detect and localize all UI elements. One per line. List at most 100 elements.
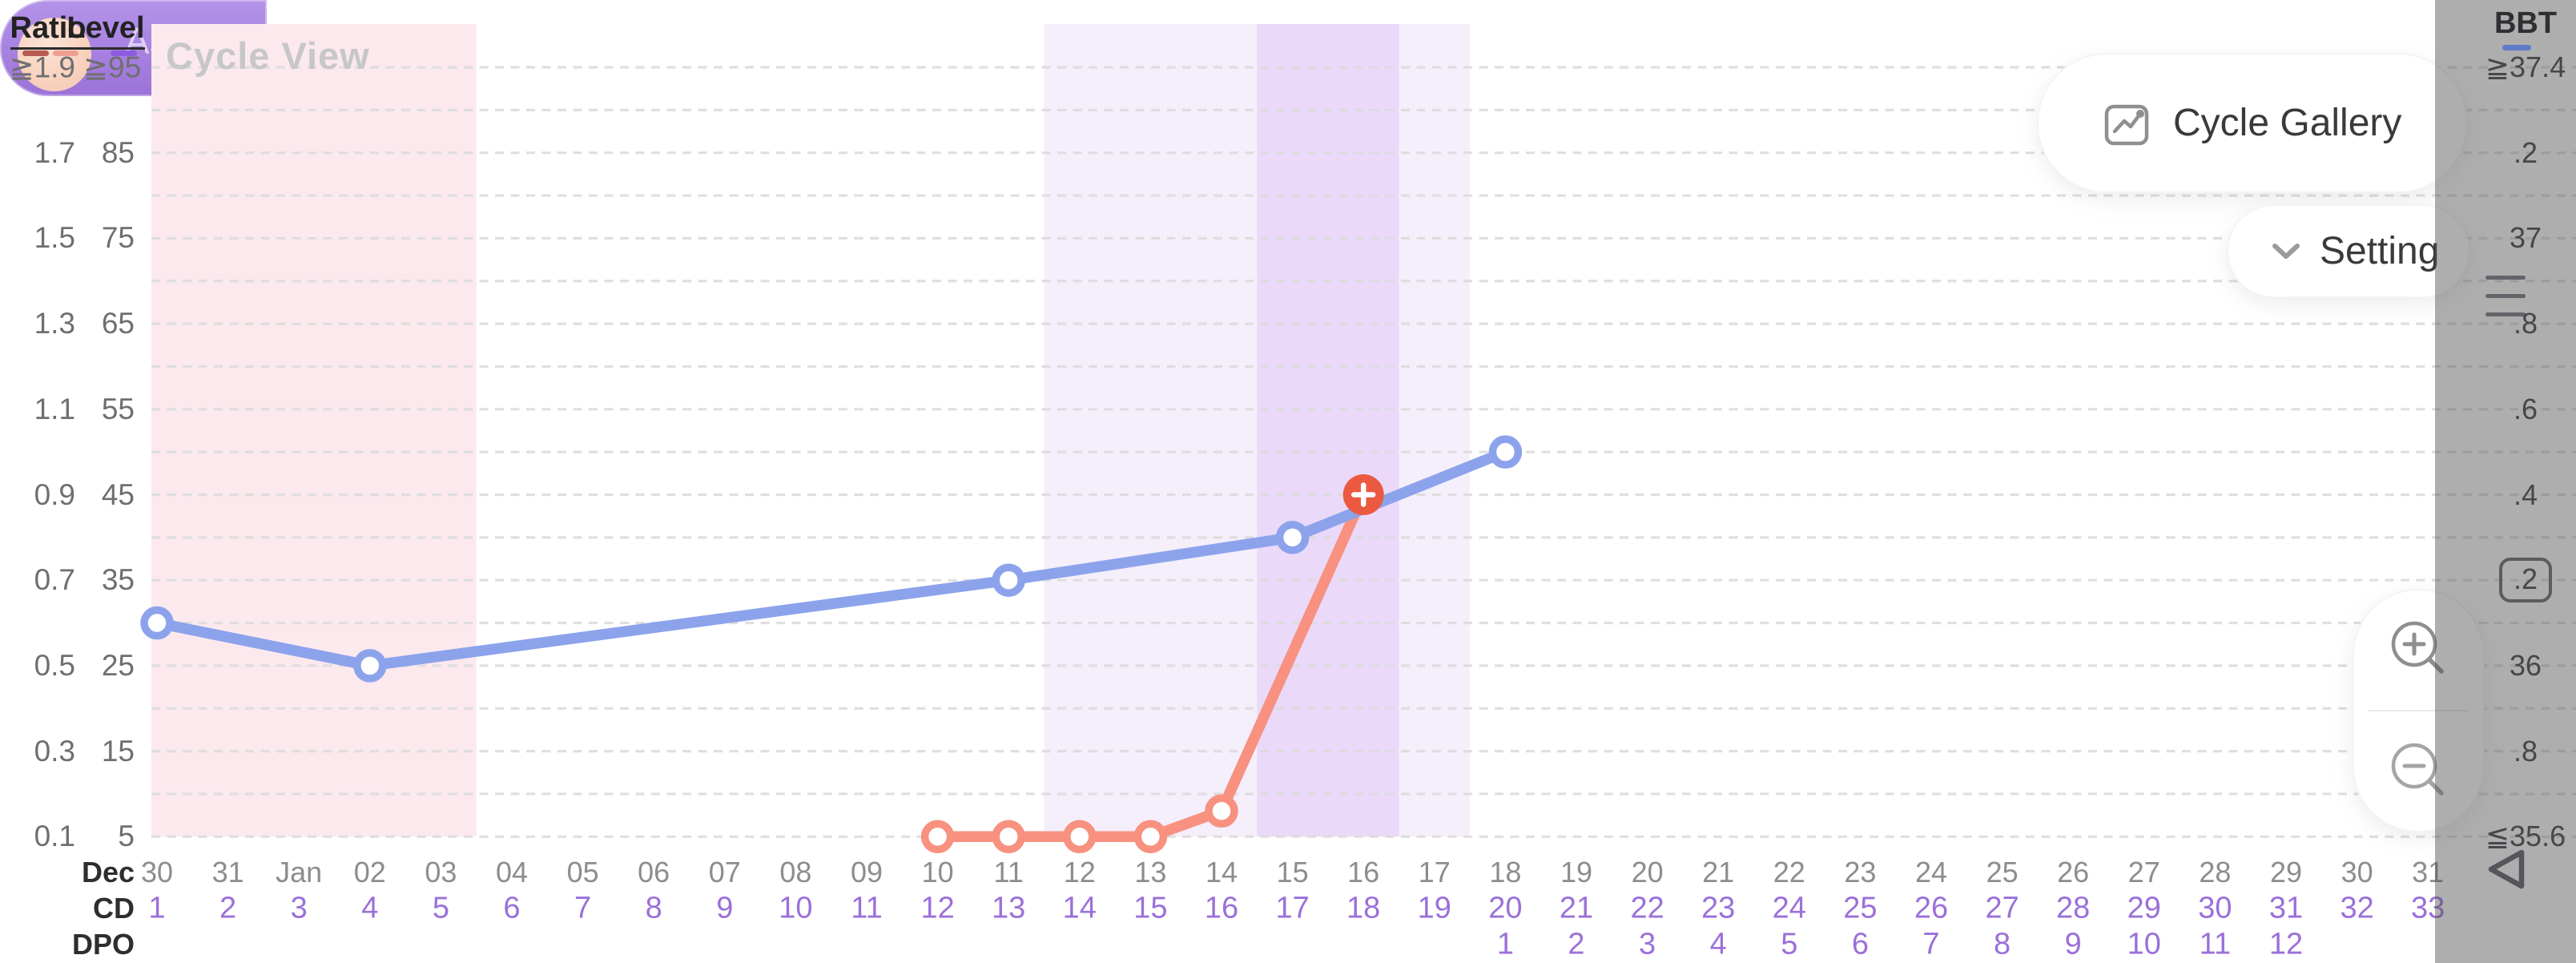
bbt-point[interactable] (1275, 521, 1310, 554)
zoom-in-button[interactable] (2354, 590, 2483, 709)
level-axis-header: Level (64, 11, 147, 50)
cycle-day-label[interactable]: 24 (1772, 891, 1806, 925)
ratio-point[interactable] (1133, 820, 1168, 854)
zoom-out-button[interactable] (2354, 712, 2483, 831)
ratio-point[interactable] (992, 820, 1025, 854)
date-label[interactable]: 11 (993, 856, 1024, 888)
date-label[interactable]: 21 (1702, 856, 1735, 888)
date-label[interactable]: 10 (921, 856, 954, 888)
date-label[interactable]: 31 (2412, 856, 2445, 888)
date-label[interactable]: 13 (1134, 856, 1167, 888)
cycle-day-label[interactable]: 22 (1630, 891, 1664, 925)
cycle-gallery-label: Cycle Gallery (2173, 102, 2402, 144)
cycle-day-label[interactable]: 2 (219, 891, 237, 925)
date-label[interactable]: 29 (2269, 856, 2303, 888)
ratio-tick-label: 0.3 (34, 734, 75, 768)
cycle-day-label[interactable]: 23 (1701, 891, 1736, 925)
cycle-day-label[interactable]: 33 (2411, 891, 2445, 925)
cycle-day-label[interactable]: 27 (1985, 891, 2019, 925)
date-label[interactable]: 05 (566, 856, 599, 888)
date-label[interactable]: 30 (140, 856, 174, 888)
bbt-tick-label: .2 (2513, 135, 2538, 169)
cycle-day-label[interactable]: 7 (574, 891, 592, 925)
ratio-point[interactable] (1205, 794, 1238, 828)
date-label[interactable]: 31 (211, 856, 244, 888)
date-label[interactable]: 03 (425, 856, 457, 888)
collapse-panel-icon[interactable] (2481, 844, 2530, 897)
date-label[interactable]: 19 (1560, 856, 1593, 888)
date-label[interactable]: 04 (495, 856, 529, 888)
date-label[interactable]: 20 (1631, 856, 1664, 888)
date-label[interactable]: 02 (353, 856, 386, 888)
zoom-controls (2353, 589, 2485, 832)
cycle-day-label[interactable]: 13 (992, 891, 1026, 925)
date-label[interactable]: 06 (638, 856, 670, 888)
date-label[interactable]: 15 (1276, 856, 1309, 888)
cycle-day-label[interactable]: 25 (1843, 891, 1878, 925)
cycle-day-label[interactable]: 16 (1204, 891, 1239, 925)
bbt-tick-label: .2 (2465, 558, 2576, 603)
ratio-tick-label: 0.1 (34, 820, 75, 853)
date-label[interactable]: 08 (779, 856, 812, 888)
cycle-day-label[interactable]: 6 (503, 891, 521, 925)
ratio-line-swatch (53, 50, 78, 56)
month-row-header: Dec (81, 856, 135, 888)
date-label[interactable]: 24 (1914, 856, 1948, 888)
date-label[interactable]: 07 (708, 856, 741, 888)
cycle-day-label[interactable]: 10 (779, 891, 813, 925)
date-label[interactable]: 26 (2057, 856, 2090, 888)
cycle-day-label[interactable]: 31 (2268, 891, 2304, 925)
cycle-day-label[interactable]: 8 (645, 891, 662, 925)
level-tick-label: 55 (101, 392, 135, 425)
cycle-day-label[interactable]: 3 (290, 891, 308, 925)
date-label[interactable]: Jan (276, 856, 323, 888)
bbt-point[interactable] (1488, 435, 1523, 469)
bbt-point[interactable] (992, 563, 1025, 597)
cycle-day-label[interactable]: 30 (2198, 891, 2232, 925)
date-label[interactable]: 09 (850, 856, 883, 888)
level-swatch (111, 50, 137, 56)
ratio-point[interactable] (920, 820, 955, 854)
cycle-day-label[interactable]: 9 (716, 891, 734, 925)
date-label[interactable]: 25 (1986, 856, 2019, 888)
ratio-tick-label: 1.1 (34, 392, 75, 425)
date-label[interactable]: 27 (2127, 856, 2160, 888)
date-label[interactable]: 23 (1844, 856, 1877, 888)
cycle-day-label[interactable]: 19 (1417, 891, 1451, 925)
date-label[interactable]: 18 (1489, 856, 1522, 888)
cycle-day-label[interactable]: 17 (1275, 891, 1310, 925)
cycle-day-label[interactable]: 32 (2340, 891, 2374, 925)
dpo-label: 8 (1994, 927, 2011, 961)
cycle-day-label[interactable]: 5 (432, 891, 449, 925)
zoom-in-icon (2385, 614, 2453, 686)
date-label[interactable]: 30 (2341, 856, 2373, 888)
ratio-point[interactable] (1063, 820, 1097, 854)
cycle-day-label[interactable]: 14 (1062, 891, 1097, 925)
cycle-day-label[interactable]: 18 (1346, 891, 1381, 925)
cycle-day-label[interactable]: 20 (1488, 891, 1523, 925)
cycle-day-label[interactable]: 12 (920, 891, 955, 925)
cycle-day-label[interactable]: 29 (2127, 891, 2161, 925)
bbt-point[interactable] (353, 649, 387, 683)
date-label[interactable]: 22 (1773, 856, 1805, 888)
setting-button[interactable]: Setting (2227, 204, 2470, 298)
date-label[interactable]: 17 (1418, 856, 1451, 888)
cycle-day-label[interactable]: 15 (1133, 891, 1168, 925)
band-fertile-window (1044, 24, 1258, 837)
cycle-day-label[interactable]: 26 (1914, 891, 1949, 925)
date-label[interactable]: 14 (1205, 856, 1238, 888)
cycle-day-label[interactable]: 11 (851, 891, 883, 925)
bbt-coverline-value: .2 (2498, 558, 2553, 603)
cycle-day-label[interactable]: 1 (148, 891, 166, 925)
cycle-day-label[interactable]: 28 (2056, 891, 2091, 925)
date-label[interactable]: 12 (1063, 856, 1096, 888)
cycle-day-label[interactable]: 4 (361, 891, 379, 925)
date-label[interactable]: 16 (1347, 856, 1380, 888)
cycle-day-label[interactable]: 21 (1559, 891, 1594, 925)
cycle-gallery-button[interactable]: Cycle Gallery (2037, 53, 2468, 193)
bbt-point[interactable] (140, 606, 174, 640)
dpo-label: 5 (1781, 927, 1798, 961)
ratio-tick-label: 0.5 (34, 648, 75, 682)
date-label[interactable]: 28 (2199, 856, 2232, 888)
drag-handle-icon[interactable] (2485, 276, 2526, 331)
